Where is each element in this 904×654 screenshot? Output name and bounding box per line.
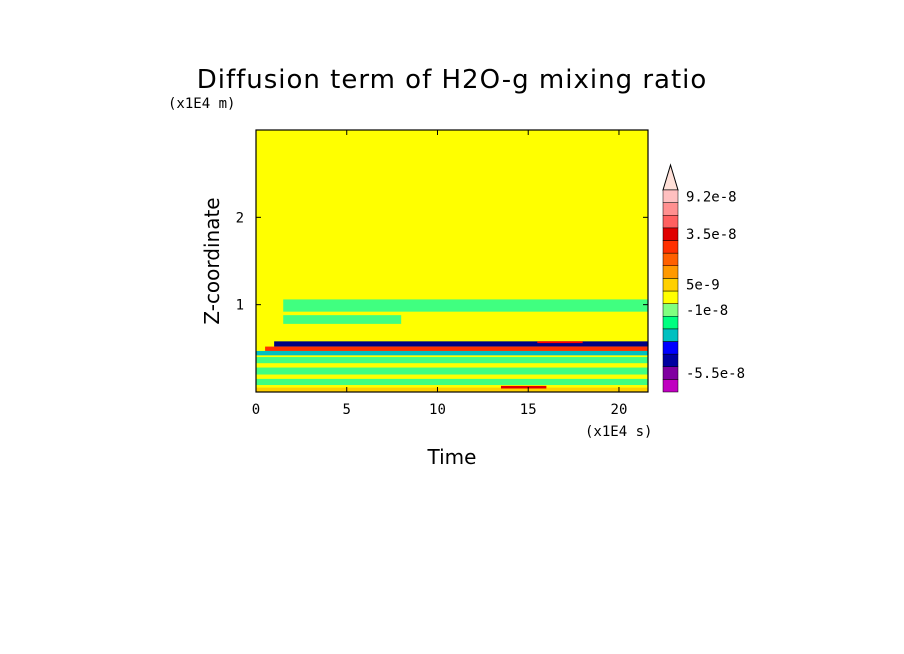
colorbar-swatch [662,379,679,393]
contour-band-9 [501,385,547,389]
chart-title: Diffusion term of H2O-g mixing ratio [197,65,708,95]
contour-band-5 [256,357,648,364]
x-axis-label: Time [427,445,477,469]
y-unit-label: (x1E4 m) [168,96,235,112]
colorbar-label: 9.2e-8 [686,189,737,205]
contour-band-3 [265,346,648,351]
colorbar-swatch [662,227,679,241]
colorbar-swatch [662,215,679,229]
x-axis: 0 5 10 15 20 [252,130,628,418]
colorbar-swatch [662,240,679,254]
contour-band-0 [283,299,648,312]
colorbar-swatch [662,189,679,203]
colorbar-swatch [662,278,679,292]
plot-area [256,130,648,392]
contour-band-2 [274,341,648,347]
colorbar: 9.2e-8 3.5e-8 5e-9 -1e-8 -5.5e-8 [662,163,745,393]
x-tick-label: 0 [252,402,260,418]
x-tick-label: 20 [611,402,628,418]
colorbar-swatch [662,265,679,279]
contour-band-1 [283,315,402,324]
contour-band-10 [537,341,583,344]
contour-band-7 [256,378,648,386]
colorbar-swatch [662,353,679,367]
colorbar-overflow-arrow [662,163,679,191]
colorbar-label: 3.5e-8 [686,227,737,243]
y-tick-label: 1 [236,298,244,314]
x-unit-label: (x1E4 s) [585,424,652,440]
x-tick-label: 15 [520,402,537,418]
colorbar-swatch [662,252,679,266]
y-axis: 12 [236,210,648,314]
colorbar-swatch [662,328,679,342]
colorbar-label: 5e-9 [686,278,720,294]
contour-band-8 [256,387,648,392]
y-tick-label: 2 [236,210,244,226]
colorbar-swatch [662,366,679,380]
colorbar-label: -1e-8 [686,303,728,319]
colorbar-swatch [662,316,679,330]
colorbar-label: -5.5e-8 [686,366,745,382]
plot-frame [255,129,649,393]
x-tick-label: 10 [429,402,446,418]
colorbar-swatch [662,303,679,317]
y-axis-label: Z-coordinate [200,197,224,324]
x-tick-label: 5 [343,402,351,418]
contour-band-4 [256,350,648,356]
contour-band-6 [256,367,648,375]
colorbar-swatch [662,290,679,304]
colorbar-swatch [662,341,679,355]
colorbar-swatch [662,202,679,216]
